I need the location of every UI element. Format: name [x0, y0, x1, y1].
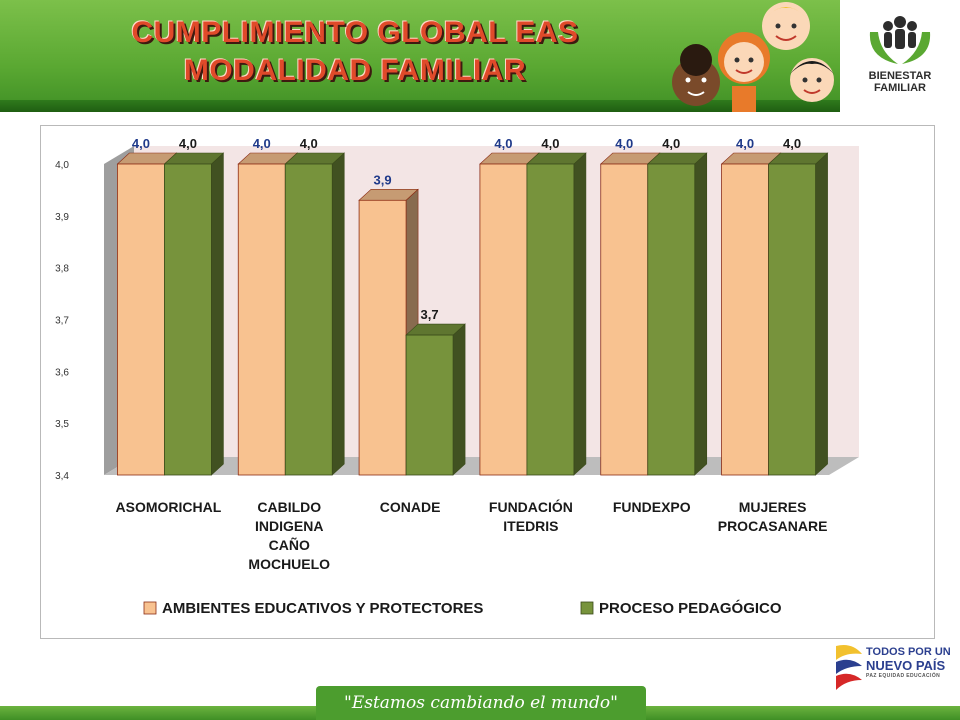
- gov-text-line-2: NUEVO PAÍS: [866, 658, 946, 673]
- bar-proceso: [768, 163, 816, 476]
- legend-label: PROCESO PEDAGÓGICO: [599, 599, 782, 617]
- y-tick-label: 3,9: [55, 212, 69, 223]
- chart-panel: 3,4 3,5 3,6 3,7 3,8 3,9 4,0 4,0 4,0 ASOMORICHAL 4,…: [40, 125, 935, 639]
- x-tick-label: FUNDEXPO: [613, 499, 691, 515]
- children-illustration: [672, 2, 834, 112]
- y-tick-label: 3,6: [55, 367, 69, 378]
- legend-swatch: [143, 601, 157, 615]
- x-tick-label: CAÑO: [269, 536, 310, 553]
- data-label: 4,0: [662, 136, 680, 151]
- data-label: 4,0: [300, 136, 318, 151]
- bar-proceso: [647, 163, 696, 476]
- bar-chart: 3,4 3,5 3,6 3,7 3,8 3,9 4,0 4,0 4,0 ASOMORICHAL 4,…: [55, 136, 859, 617]
- bar-ambientes: [358, 199, 407, 476]
- data-label: 3,9: [374, 172, 392, 187]
- header-stripe: [0, 100, 960, 112]
- bar-ambientes: [237, 163, 286, 476]
- x-tick-label: INDIGENA: [255, 518, 323, 534]
- legend-label: AMBIENTES EDUCATIVOS Y PROTECTORES: [162, 600, 483, 617]
- data-label: 4,0: [615, 136, 633, 151]
- slogan-text: "Estamos cambiando el mundo": [344, 693, 618, 713]
- x-tick-label: PROCASANARE: [718, 518, 828, 534]
- data-label: 4,0: [541, 136, 559, 151]
- x-tick-label: MOCHUELO: [248, 556, 330, 572]
- bar-side: [694, 152, 708, 476]
- y-tick-label: 3,5: [55, 419, 69, 430]
- data-label: 4,0: [783, 136, 801, 151]
- logo-text-line-2: FAMILIAR: [874, 82, 926, 94]
- family-hands-icon: [869, 16, 931, 64]
- y-tick-label: 3,7: [55, 316, 69, 327]
- gov-logo-text: TODOS POR UN NUEVO PAÍS PAZ EQUIDAD EDUC…: [866, 646, 956, 680]
- colombia-flag-icon: [836, 645, 862, 690]
- data-label: 3,7: [421, 307, 439, 322]
- x-tick-label: CABILDO: [257, 499, 321, 515]
- y-tick-label: 4,0: [55, 160, 69, 171]
- legend-swatch: [580, 601, 594, 615]
- bar-side: [815, 152, 828, 476]
- bar-side: [452, 323, 466, 476]
- bar-side: [573, 152, 587, 476]
- title-line-1: CUMPLIMIENTO GLOBAL EAS: [131, 16, 579, 49]
- data-label: 4,0: [132, 136, 150, 151]
- data-label: 4,0: [179, 136, 197, 151]
- bar-ambientes: [117, 163, 165, 476]
- bar-proceso: [405, 334, 454, 476]
- page-title: CUMPLIMIENTO GLOBAL EAS MODALIDAD FAMILI…: [60, 14, 650, 90]
- bar-ambientes: [721, 163, 769, 476]
- gov-text-line-1: TODOS POR UN: [866, 646, 951, 658]
- title-line-2: MODALIDAD FAMILIAR: [183, 54, 527, 87]
- x-tick-label: FUNDACIÓN: [489, 498, 573, 515]
- bar-ambientes: [479, 163, 528, 476]
- data-label: 4,0: [253, 136, 271, 151]
- bar-proceso: [164, 163, 212, 476]
- data-label: 4,0: [494, 136, 512, 151]
- x-tick-label: ITEDRIS: [503, 518, 558, 534]
- bienestar-familiar-logo: BIENESTAR FAMILIAR: [840, 0, 960, 112]
- x-tick-label: MUJERES: [739, 499, 807, 515]
- x-tick-label: CONADE: [380, 499, 441, 515]
- y-tick-label: 3,4: [55, 471, 69, 482]
- gov-text-line-3: PAZ EQUIDAD EDUCACIÓN: [866, 673, 941, 679]
- bar-side: [331, 152, 345, 476]
- slogan-banner: "Estamos cambiando el mundo": [316, 686, 646, 720]
- bar-side: [211, 152, 224, 476]
- bar-proceso: [284, 163, 333, 476]
- x-tick-label: ASOMORICHAL: [116, 499, 222, 515]
- bar-ambientes: [600, 163, 649, 476]
- data-label: 4,0: [736, 136, 754, 151]
- header-banner: CUMPLIMIENTO GLOBAL EAS MODALIDAD FAMILI…: [0, 0, 960, 112]
- logo-text-line-1: BIENESTAR: [868, 70, 932, 82]
- bar-proceso: [526, 163, 575, 476]
- y-tick-label: 3,8: [55, 264, 69, 275]
